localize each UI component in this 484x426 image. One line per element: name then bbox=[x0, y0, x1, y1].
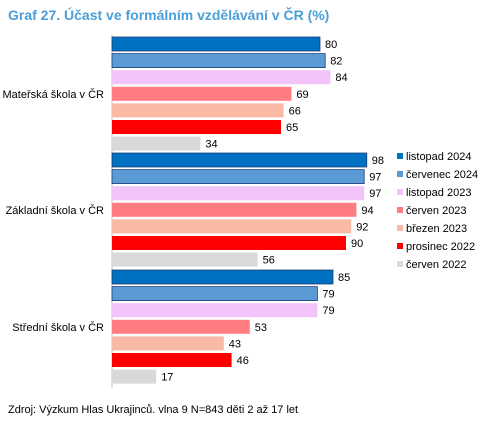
bar bbox=[112, 236, 346, 250]
legend-swatch bbox=[397, 243, 403, 249]
data-label: 82 bbox=[330, 56, 342, 68]
bar bbox=[111, 286, 318, 302]
legend-label: březen 2023 bbox=[406, 223, 467, 235]
data-label: 85 bbox=[338, 272, 350, 284]
legend-label: červenec 2024 bbox=[406, 169, 478, 181]
data-label: 79 bbox=[322, 289, 334, 301]
bar bbox=[112, 86, 292, 101]
bar bbox=[112, 120, 281, 134]
data-label: 43 bbox=[229, 338, 241, 350]
bar bbox=[111, 36, 321, 52]
bar bbox=[112, 70, 331, 85]
legend-label: červen 2022 bbox=[406, 259, 467, 271]
category-label: Střední škola v ČR bbox=[12, 321, 104, 334]
data-label: 69 bbox=[296, 89, 308, 101]
data-label: 34 bbox=[205, 139, 217, 151]
legend-swatch bbox=[397, 171, 403, 177]
data-label: 98 bbox=[372, 155, 384, 167]
bar bbox=[112, 336, 224, 351]
data-label: 97 bbox=[369, 188, 381, 200]
legend-swatch bbox=[397, 189, 403, 195]
legend-swatch bbox=[397, 207, 403, 213]
bar bbox=[112, 353, 232, 367]
legend-label: listopad 2024 bbox=[406, 151, 471, 163]
data-label: 53 bbox=[255, 322, 267, 334]
chart-title: Graf 27. Účast ve formálním vzdělávání v… bbox=[8, 7, 330, 23]
bar bbox=[111, 269, 334, 285]
bar bbox=[111, 152, 368, 168]
bar bbox=[112, 369, 157, 384]
bar bbox=[111, 169, 365, 185]
legend-label: prosinec 2022 bbox=[406, 241, 475, 253]
bar bbox=[112, 252, 258, 267]
legend-label: listopad 2023 bbox=[406, 187, 471, 199]
bar bbox=[111, 53, 326, 68]
data-label: 17 bbox=[161, 372, 173, 384]
legend-label: červen 2023 bbox=[406, 205, 467, 217]
bar bbox=[112, 103, 284, 118]
data-label: 46 bbox=[237, 355, 249, 367]
data-label: 97 bbox=[369, 172, 381, 184]
data-label: 92 bbox=[356, 221, 368, 233]
bar bbox=[112, 303, 318, 318]
legend-swatch bbox=[397, 225, 403, 231]
category-label: Základní škola v ČR bbox=[6, 204, 104, 217]
bar bbox=[112, 219, 352, 234]
bar bbox=[112, 186, 365, 201]
bar bbox=[112, 136, 201, 151]
data-label: 94 bbox=[361, 205, 373, 217]
data-label: 56 bbox=[263, 255, 275, 267]
data-label: 80 bbox=[325, 39, 337, 51]
category-label: Mateřská škola v ČR bbox=[3, 88, 105, 101]
data-label: 65 bbox=[286, 122, 298, 134]
legend-swatch bbox=[397, 153, 403, 159]
bar bbox=[112, 202, 357, 217]
data-label: 90 bbox=[351, 238, 363, 250]
data-label: 79 bbox=[322, 305, 334, 317]
bar bbox=[112, 319, 250, 334]
legend-swatch bbox=[397, 261, 403, 267]
data-label: 66 bbox=[289, 105, 301, 117]
source-note: Zdroj: Výzkum Hlas Ukrajinců. vlna 9 N=8… bbox=[8, 404, 299, 416]
data-label: 84 bbox=[335, 72, 347, 84]
